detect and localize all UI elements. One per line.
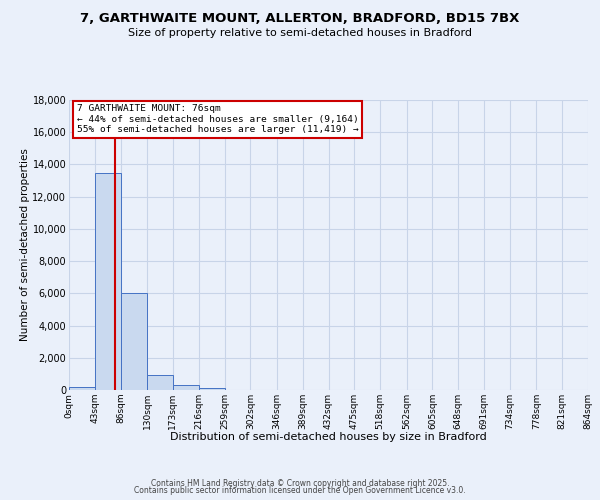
Text: Contains public sector information licensed under the Open Government Licence v3: Contains public sector information licen…	[134, 486, 466, 495]
Text: 7, GARTHWAITE MOUNT, ALLERTON, BRADFORD, BD15 7BX: 7, GARTHWAITE MOUNT, ALLERTON, BRADFORD,…	[80, 12, 520, 26]
Bar	[173, 385, 199, 390]
Y-axis label: Number of semi-detached properties: Number of semi-detached properties	[20, 148, 29, 342]
Text: Contains HM Land Registry data © Crown copyright and database right 2025.: Contains HM Land Registry data © Crown c…	[151, 478, 449, 488]
Text: 7 GARTHWAITE MOUNT: 76sqm
← 44% of semi-detached houses are smaller (9,164)
55% : 7 GARTHWAITE MOUNT: 76sqm ← 44% of semi-…	[77, 104, 359, 134]
Bar	[95, 172, 121, 390]
Bar	[121, 294, 147, 390]
Bar	[69, 387, 95, 390]
Bar	[199, 388, 224, 390]
X-axis label: Distribution of semi-detached houses by size in Bradford: Distribution of semi-detached houses by …	[170, 432, 487, 442]
Bar	[147, 374, 173, 390]
Text: Size of property relative to semi-detached houses in Bradford: Size of property relative to semi-detach…	[128, 28, 472, 38]
